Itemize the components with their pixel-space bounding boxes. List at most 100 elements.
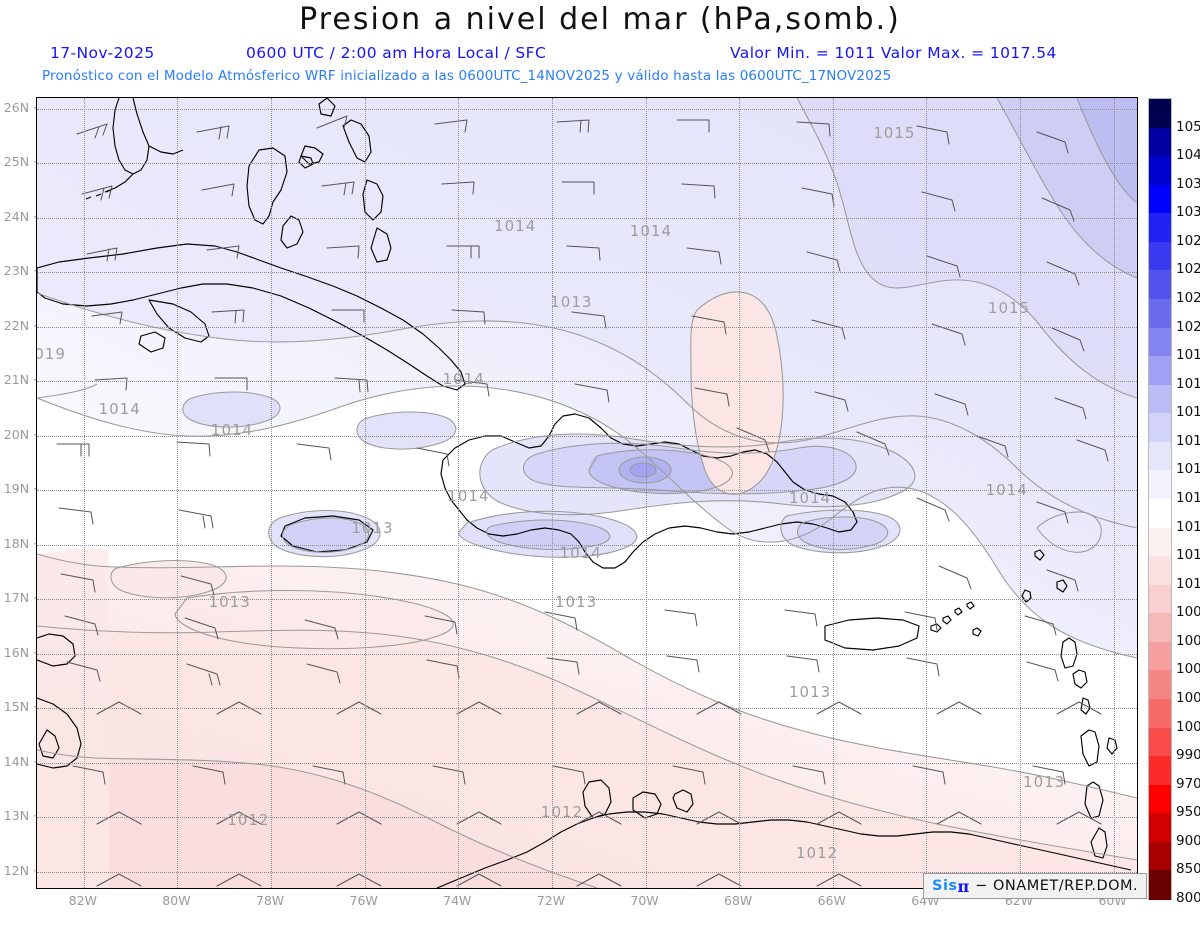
wind-barb-layer (56, 115, 1109, 887)
colorbar-segment (1149, 470, 1171, 500)
lat-tick-14N: 14N · (3, 753, 37, 769)
colorbar-segment (1149, 441, 1171, 471)
contour-label: 1013 (351, 519, 394, 538)
lat-tick-13N: 13N · (3, 808, 37, 824)
model-description: Pronóstico con el Modelo Atmósferico WRF… (42, 68, 892, 84)
contour-label: 1012 (540, 802, 584, 821)
colorbar-segment (1149, 527, 1171, 557)
colorbar-tick-1020: 1020 (1176, 318, 1200, 335)
colorbar-segment (1149, 270, 1171, 300)
chart-header: Presion a nivel del mar (hPa,somb.) 17-N… (0, 0, 1200, 92)
colorbar-tick-800: 800 (1176, 890, 1200, 906)
lat-tick-16N: 16N · (3, 644, 37, 660)
colorbar-tick-970: 970 (1176, 775, 1200, 792)
contour-label: 1013 (554, 592, 598, 611)
lon-tick-70W: 70W (630, 893, 659, 908)
contour-label: 1012 (796, 843, 839, 862)
lat-tick-24N: 24N · (3, 208, 37, 224)
colorbar-tick-1022: 1022 (1176, 290, 1200, 306)
contour-label: 1014 (98, 399, 141, 418)
contour-label: 1014 (494, 217, 537, 236)
isobar-layer (37, 98, 1137, 888)
contour-label: 1013 (1023, 772, 1066, 791)
colorbar-segment (1149, 756, 1171, 786)
colorbar-tick-1010: 1010 (1176, 575, 1200, 592)
colorbar-segment (1149, 784, 1171, 814)
contour-label: 1014 (789, 489, 832, 508)
lon-tick-72W: 72W (536, 893, 566, 908)
lat-tick-23N: 23N · (3, 263, 37, 279)
contour-label: 1014 (559, 543, 602, 562)
colorbar-segment (1149, 699, 1171, 729)
lat-tick-15N: 15N · (3, 699, 37, 715)
contour-label: 1014 (985, 481, 1028, 500)
lat-tick-21N: 21N · (3, 372, 37, 388)
map-plot-area: 1015 1014 1014 1013 1015 1019 1014 1014 1014 1014… (36, 97, 1138, 889)
colorbar-tick-1000: 1000 (1176, 718, 1200, 735)
colorbar-tick-1019: 1019 (1176, 347, 1200, 364)
colorbar-tick-1030: 1030 (1176, 204, 1200, 221)
colorbar-segment (1149, 327, 1171, 357)
lon-tick-66W: 66W (817, 893, 846, 908)
pressure-shading-layer (37, 98, 1137, 888)
colorbar-segment (1149, 841, 1171, 871)
colorbar-segment (1149, 641, 1171, 671)
contour-label: 1013 (208, 592, 251, 611)
colorbar-tick-1004: 1004 (1176, 661, 1200, 678)
lon-tick-76W: 76W (349, 893, 378, 908)
logo-pi-icon: π (957, 876, 970, 896)
colorbar-segment (1149, 670, 1171, 700)
contour-label: 1014 (447, 486, 490, 505)
lat-tick-19N: 19N · (3, 481, 37, 497)
colorbar-tick-850: 850 (1176, 861, 1200, 878)
map-canvas: 1015 1014 1014 1013 1015 1019 1014 1014 1014 1014… (37, 98, 1137, 888)
colorbar-segment (1149, 356, 1171, 386)
contour-label: 1015 (987, 298, 1031, 317)
colorbar-segment (1149, 870, 1171, 900)
colorbar-segment (1149, 499, 1171, 529)
lat-tick-22N: 22N · (3, 317, 37, 333)
contour-label: 1015 (873, 124, 916, 143)
lat-tick-12N: 12N · (3, 862, 37, 878)
lon-tick-80W: 80W (162, 893, 191, 908)
contour-label: 1013 (550, 293, 593, 312)
colorbar-tick-1035: 1035 (1176, 175, 1200, 192)
colorbar-segment (1149, 241, 1171, 271)
lat-tick-18N: 18N · (3, 535, 37, 551)
colorbar-tick-950: 950 (1176, 804, 1200, 821)
colorbar-segment (1149, 584, 1171, 614)
colorbar (1148, 98, 1172, 900)
colorbar-tick-1016: 1016 (1176, 432, 1200, 449)
lat-tick-25N: 25N · (3, 154, 37, 170)
colorbar-segment (1149, 613, 1171, 643)
colorbar-segment (1149, 213, 1171, 243)
forecast-cycle: 0600 UTC / 2:00 am Hora Local / SFC (246, 44, 547, 62)
colorbar-tick-1006: 1006 (1176, 632, 1200, 649)
forecast-date: 17-Nov-2025 (50, 44, 155, 62)
value-minmax: Valor Min. = 1011 Valor Max. = 1017.54 (730, 44, 1057, 62)
colorbar-tick-1050: 1050 (1176, 118, 1200, 135)
colorbar-tick-1018: 1018 (1176, 375, 1200, 392)
colorbar-tick-1017: 1017 (1176, 404, 1200, 421)
lat-tick-17N: 17N · (3, 590, 37, 606)
contour-label: 1014 (629, 222, 673, 241)
colorbar-tick-900: 900 (1176, 832, 1200, 849)
colorbar-tick-1028: 1028 (1176, 232, 1200, 249)
colorbar-tick-1014: 1014 (1176, 490, 1200, 506)
colorbar-tick-1002: 1002 (1176, 690, 1200, 706)
colorbar-segment (1149, 127, 1171, 157)
colorbar-tick-1008: 1008 (1176, 604, 1200, 621)
colorbar-segment (1149, 813, 1171, 843)
colorbar-tick-990: 990 (1176, 747, 1200, 764)
colorbar-segment (1149, 184, 1171, 214)
contour-label: 1013 (789, 682, 832, 701)
contour-label: 1012 (227, 810, 270, 829)
colorbar-tick-1015: 1015 (1176, 461, 1200, 478)
lat-tick-26N: 26N · (3, 99, 37, 115)
logo-sis-text: Sis (932, 878, 958, 894)
colorbar-segment (1149, 299, 1171, 329)
colorbar-segment (1149, 556, 1171, 586)
contour-label: 1014 (442, 369, 485, 388)
colorbar-tick-1025: 1025 (1176, 261, 1200, 278)
colorbar-segment (1149, 156, 1171, 186)
